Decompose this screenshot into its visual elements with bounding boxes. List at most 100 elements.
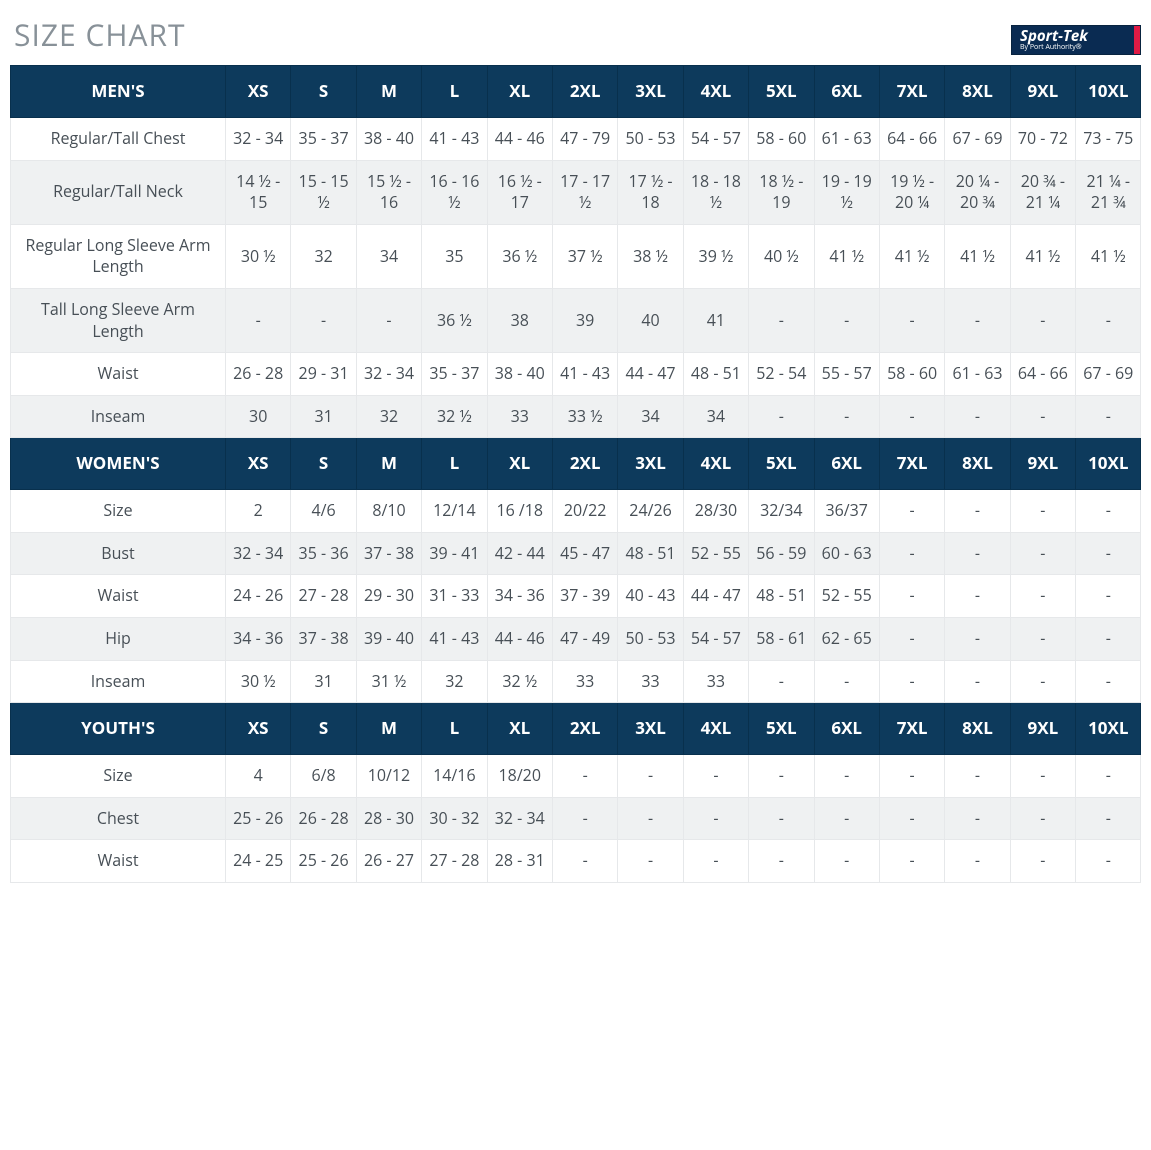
size-cell: 33	[487, 395, 552, 438]
section-heading: WOMEN'S	[11, 438, 226, 490]
size-cell: 35	[422, 224, 487, 288]
size-cell: -	[945, 575, 1010, 618]
size-column-header: 8XL	[945, 438, 1010, 490]
size-cell: 31	[291, 660, 356, 703]
size-cell: 18 - 18 ½	[683, 160, 748, 224]
size-cell: 34 - 36	[487, 575, 552, 618]
size-cell: 35 - 36	[291, 532, 356, 575]
size-cell: 16 /18	[487, 490, 552, 533]
size-column-header: XL	[487, 438, 552, 490]
size-cell: 37 - 39	[552, 575, 617, 618]
size-column-header: M	[356, 66, 421, 118]
section-heading: YOUTH'S	[11, 703, 226, 755]
size-cell: 37 - 38	[291, 618, 356, 661]
table-row: Bust32 - 3435 - 3637 - 3839 - 4142 - 444…	[11, 532, 1141, 575]
size-cell: 30 ½	[226, 660, 291, 703]
size-cell: 50 - 53	[618, 618, 683, 661]
size-cell: -	[749, 840, 814, 883]
size-cell: 48 - 51	[749, 575, 814, 618]
size-cell: 28 - 30	[356, 797, 421, 840]
size-column-header: XS	[226, 703, 291, 755]
section-heading: MEN'S	[11, 66, 226, 118]
table-row: Tall Long Sleeve Arm Length---36 ½383940…	[11, 288, 1141, 352]
size-cell: -	[814, 395, 879, 438]
size-cell: -	[291, 288, 356, 352]
size-cell: 41 - 43	[552, 353, 617, 396]
size-column-header: 8XL	[945, 66, 1010, 118]
size-column-header: L	[422, 438, 487, 490]
size-cell: -	[1076, 797, 1141, 840]
size-column-header: 7XL	[879, 703, 944, 755]
size-cell: 38 - 40	[356, 117, 421, 160]
size-cell: 44 - 46	[487, 618, 552, 661]
size-cell: 44 - 47	[618, 353, 683, 396]
size-cell: -	[1010, 618, 1075, 661]
size-column-header: 10XL	[1076, 703, 1141, 755]
size-cell: 32	[356, 395, 421, 438]
size-cell: -	[552, 755, 617, 798]
size-cell: 16 ½ - 17	[487, 160, 552, 224]
size-cell: 18/20	[487, 755, 552, 798]
size-column-header: 5XL	[749, 703, 814, 755]
size-cell: 32 - 34	[356, 353, 421, 396]
size-cell: -	[879, 797, 944, 840]
size-cell: 25 - 26	[226, 797, 291, 840]
size-cell: 39 - 41	[422, 532, 487, 575]
size-cell: -	[1010, 490, 1075, 533]
size-cell: 6/8	[291, 755, 356, 798]
size-cell: 70 - 72	[1010, 117, 1075, 160]
size-cell: 55 - 57	[814, 353, 879, 396]
size-cell: -	[879, 395, 944, 438]
size-column-header: L	[422, 66, 487, 118]
size-cell: 20 ¾ - 21 ¼	[1010, 160, 1075, 224]
size-cell: -	[552, 797, 617, 840]
row-label: Inseam	[11, 395, 226, 438]
size-cell: -	[879, 532, 944, 575]
size-cell: 36/37	[814, 490, 879, 533]
size-cell: 40 ½	[749, 224, 814, 288]
size-cell: 32	[422, 660, 487, 703]
size-cell: -	[945, 288, 1010, 352]
row-label: Waist	[11, 353, 226, 396]
size-cell: 60 - 63	[814, 532, 879, 575]
size-cell: -	[879, 618, 944, 661]
size-column-header: 5XL	[749, 66, 814, 118]
size-cell: -	[1076, 288, 1141, 352]
row-label: Chest	[11, 797, 226, 840]
size-column-header: 6XL	[814, 703, 879, 755]
size-cell: 61 - 63	[814, 117, 879, 160]
size-cell: 33	[552, 660, 617, 703]
section-header: WOMEN'SXSSMLXL2XL3XL4XL5XL6XL7XL8XL9XL10…	[11, 438, 1141, 490]
size-cell: 27 - 28	[291, 575, 356, 618]
size-cell: 48 - 51	[618, 532, 683, 575]
size-cell: 15 - 15 ½	[291, 160, 356, 224]
size-cell: 26 - 28	[291, 797, 356, 840]
size-cell: -	[1010, 840, 1075, 883]
row-label: Size	[11, 490, 226, 533]
size-cell: -	[945, 618, 1010, 661]
size-cell: 16 - 16 ½	[422, 160, 487, 224]
size-cell: -	[1010, 755, 1075, 798]
size-cell: 56 - 59	[749, 532, 814, 575]
brand-logo: Sport-Tek By Port Authority®	[1011, 25, 1141, 55]
size-cell: 26 - 27	[356, 840, 421, 883]
size-cell: -	[945, 532, 1010, 575]
size-cell: 42 - 44	[487, 532, 552, 575]
size-cell: 2	[226, 490, 291, 533]
size-cell: -	[749, 755, 814, 798]
size-column-header: 10XL	[1076, 66, 1141, 118]
size-cell: 4	[226, 755, 291, 798]
size-cell: -	[356, 288, 421, 352]
size-cell: -	[814, 288, 879, 352]
row-label: Bust	[11, 532, 226, 575]
size-column-header: 9XL	[1010, 438, 1075, 490]
size-cell: 40	[618, 288, 683, 352]
size-cell: -	[945, 395, 1010, 438]
size-cell: 17 - 17 ½	[552, 160, 617, 224]
size-column-header: XS	[226, 438, 291, 490]
size-cell: 24 - 26	[226, 575, 291, 618]
size-cell: 54 - 57	[683, 117, 748, 160]
size-cell: -	[1076, 532, 1141, 575]
size-cell: 4/6	[291, 490, 356, 533]
size-cell: 44 - 46	[487, 117, 552, 160]
